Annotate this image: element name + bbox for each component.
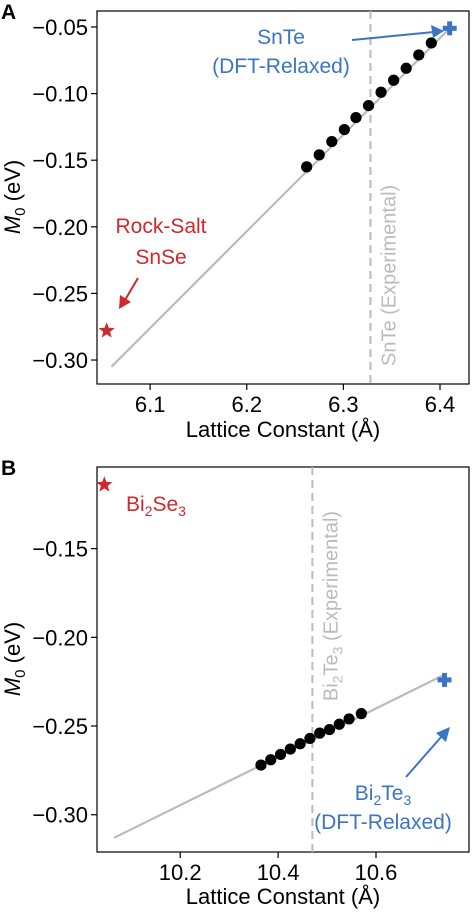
x-tick-label: 6.2: [231, 392, 262, 417]
panel-letter: B: [1, 457, 16, 480]
star-marker: [96, 476, 113, 492]
data-point: [314, 727, 326, 739]
data-point: [350, 111, 362, 124]
data-points: [255, 708, 367, 771]
rocksalt-label-line1: Rock-Salt: [115, 215, 206, 238]
y-axis-subscript: 0: [12, 670, 29, 678]
bi2se3-sub2: 3: [178, 503, 186, 519]
snte-label-line2: (DFT-Relaxed): [212, 55, 350, 78]
data-point: [313, 149, 325, 161]
x-ticks: 10.2 10.4 10.6: [159, 852, 398, 885]
exp-tail: (Experimental): [320, 511, 342, 647]
data-point: [362, 99, 375, 112]
bi2te3-label-line2: (DFT-Relaxed): [314, 811, 452, 834]
data-point: [301, 161, 313, 173]
experimental-label: SnTe (Experimental): [378, 185, 400, 366]
data-point: [284, 743, 296, 755]
rocksalt-label-line2: SnSe: [135, 246, 186, 269]
x-tick-label: 6.3: [328, 392, 359, 417]
data-point: [388, 74, 400, 86]
y-tick-label: −0.20: [32, 625, 88, 650]
x-tick-label: 6.1: [135, 392, 166, 417]
snte-label-line1: SnTe: [257, 26, 305, 49]
y-axis-label: M0 (eV): [0, 622, 29, 696]
plot-frame: [96, 10, 470, 385]
experimental-label: Bi2Te3 (Experimental): [320, 511, 345, 701]
x-tick-label: 10.2: [159, 860, 202, 885]
bi2se3-bi: Bi: [126, 493, 145, 516]
y-tick-label: −0.30: [32, 803, 88, 828]
bi2te3-arrowhead: [436, 727, 450, 742]
dft-relaxed-marker: [437, 672, 452, 687]
snte-arrow: [351, 31, 435, 41]
y-axis-symbol: M: [0, 215, 25, 234]
panel-b: B 10.2 10.4 10.6 −0.30−0.25−0.20−0.15 Bi2T…: [0, 457, 470, 909]
bi2te3-sub2: 3: [403, 792, 411, 808]
data-point: [294, 738, 306, 750]
y-axis-symbol: M: [0, 677, 25, 696]
bi2te3-bi: Bi: [355, 782, 374, 805]
y-tick-label: −0.15: [32, 148, 88, 173]
rocksalt-arrow: [124, 277, 139, 301]
panel-letter: A: [1, 1, 16, 24]
data-point: [326, 135, 338, 148]
y-tick-label: −0.25: [32, 714, 88, 739]
y-axis-unit: (eV): [0, 622, 25, 670]
bi2te3-label-line1: Bi2Te3: [355, 782, 412, 808]
data-point: [304, 732, 316, 745]
data-point: [255, 759, 267, 771]
data-point: [413, 49, 425, 61]
bi2se3-sub1: 2: [145, 503, 153, 519]
data-point: [400, 62, 412, 74]
bi2te3-arrow: [405, 735, 443, 778]
x-axis-label: Lattice Constant (Å): [186, 884, 380, 909]
exp-te: Te: [320, 654, 342, 675]
x-ticks: 6.1 6.2 6.3 6.4: [135, 384, 455, 417]
x-axis-label: Lattice Constant (Å): [186, 417, 380, 442]
plot-frame: [96, 466, 470, 853]
y-ticks: −0.30 −0.25 −0.20 −0.15 −0.10 −0.05: [32, 15, 97, 373]
y-tick-label: −0.25: [32, 281, 88, 306]
bi2te3-sub1: 2: [373, 792, 381, 808]
exp-bi: Bi: [320, 683, 342, 701]
data-point: [333, 718, 345, 730]
cross-bar-v: [442, 672, 448, 687]
y-tick-label: −0.05: [32, 15, 88, 40]
x-tick-label: 10.4: [257, 860, 300, 885]
exp-sub1: 2: [329, 675, 345, 683]
y-tick-label: −0.15: [32, 537, 88, 562]
data-point: [343, 713, 355, 725]
bi2se3-se: Se: [152, 493, 178, 516]
y-tick-label: −0.30: [32, 348, 88, 373]
y-axis-label: M0 (eV): [0, 160, 29, 234]
dft-relaxed-marker: [442, 21, 457, 36]
y-axis-subscript: 0: [12, 208, 29, 216]
cross-bar-v: [447, 21, 453, 36]
data-point: [425, 37, 437, 49]
panel-a: A 6.1 6.2 6.3 6.4 −0.30 −0.25 −0.20 −0.15 −0.10…: [0, 1, 470, 442]
star-marker: [98, 322, 115, 338]
y-tick-label: −0.20: [32, 215, 88, 240]
data-point: [355, 708, 367, 720]
y-tick-label: −0.10: [32, 82, 88, 107]
x-tick-label: 10.6: [355, 860, 398, 885]
data-point: [274, 748, 287, 761]
rocksalt-arrowhead: [119, 295, 131, 309]
bi2se3-label: Bi2Se3: [126, 493, 186, 519]
y-ticks: −0.30 −0.25 −0.20 −0.15: [32, 537, 97, 828]
data-point: [265, 754, 277, 766]
data-points: [301, 37, 437, 173]
snte-arrowhead: [431, 25, 444, 38]
x-tick-label: 6.4: [425, 392, 456, 417]
y-axis-unit: (eV): [0, 160, 25, 208]
exp-sub2: 3: [329, 646, 345, 654]
bi2te3-te: Te: [381, 782, 403, 805]
data-point: [375, 86, 387, 98]
data-point: [338, 123, 350, 136]
data-point: [323, 723, 336, 736]
